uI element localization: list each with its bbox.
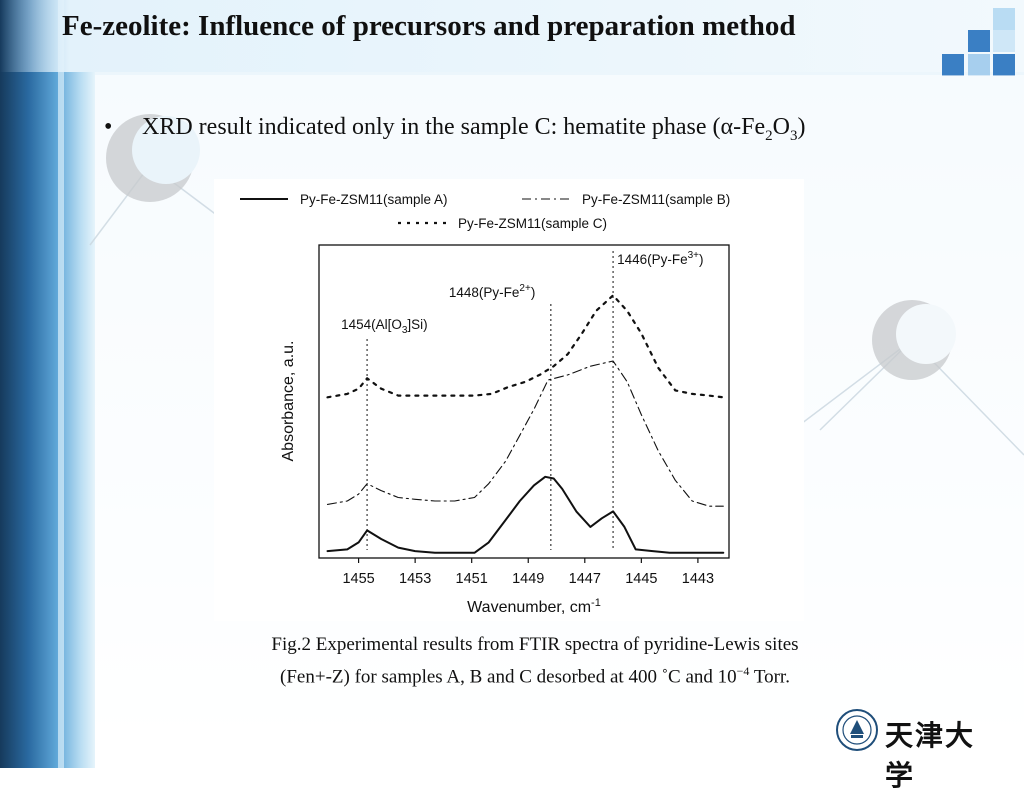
slide-title: Fe-zeolite: Influence of precursors and … <box>62 10 796 42</box>
annotation-lines <box>366 251 614 550</box>
tianjin-university-logo: 天津大学 <box>835 708 985 792</box>
university-seal-icon <box>836 709 878 751</box>
x-tick-label: 1455 <box>342 571 374 587</box>
bullet-text: XRD result indicated only in the sample … <box>142 114 766 140</box>
figure-caption: Fig.2 Experimental results from FTIR spe… <box>200 631 870 690</box>
legend-label: Py-Fe-ZSM11(sample B) <box>582 192 730 207</box>
series-line <box>326 360 724 507</box>
x-tick-label: 1447 <box>569 571 601 587</box>
chart-annotations: 1454(Al[O3]Si) 1448(Py-Fe2+) 1446(Py-Fe3+) <box>341 250 703 336</box>
x-tick-label: 1443 <box>682 571 714 587</box>
bullet-marker: • <box>104 114 113 140</box>
bullet-point: • XRD result indicated only in the sample… <box>104 114 805 145</box>
decor-square <box>942 54 964 76</box>
decor-square <box>993 8 1015 30</box>
peak-annotation: 1448(Py-Fe2+) <box>449 283 535 300</box>
left-decor-stripe <box>58 0 64 768</box>
bullet-text-close: ) <box>797 114 806 140</box>
x-axis-label: Wavenumber, cm-1 <box>467 597 601 616</box>
caption-line-2: (Fen+-Z) for samples A, B and C desorbed… <box>280 664 790 688</box>
peak-annotation: 1454(Al[O3]Si) <box>341 317 428 336</box>
ftir-chart: Py-Fe-ZSM11(sample A) Py-Fe-ZSM11(sample … <box>214 179 804 621</box>
series-line <box>326 475 725 554</box>
chart-legend: Py-Fe-ZSM11(sample A) Py-Fe-ZSM11(sample … <box>240 192 730 231</box>
x-tick-label: 1445 <box>625 571 657 587</box>
plot-frame <box>318 244 730 559</box>
university-name: 天津大学 <box>885 719 976 792</box>
x-tick-label: 1453 <box>399 571 431 587</box>
caption-line-1: Fig.2 Experimental results from FTIR spe… <box>271 634 799 655</box>
bullet-text-mid: O <box>772 114 790 140</box>
title-bar <box>0 0 1024 72</box>
chart-series <box>326 294 725 554</box>
peak-annotation: 1446(Py-Fe3+) <box>617 250 703 267</box>
series-line <box>326 294 725 399</box>
legend-label: Py-Fe-ZSM11(sample A) <box>300 192 448 207</box>
x-axis-ticks: 1455 1453 1451 1449 1447 1445 1443 <box>342 558 714 587</box>
bullet-subscript: 2 <box>765 127 773 144</box>
decor-square <box>993 30 1015 52</box>
decor-square <box>993 54 1015 76</box>
bullet-subscript: 3 <box>789 127 798 144</box>
x-tick-label: 1451 <box>456 571 488 587</box>
decor-square <box>968 54 990 76</box>
left-decor-band <box>0 0 95 768</box>
legend-label: Py-Fe-ZSM11(sample C) <box>458 216 607 231</box>
decor-square <box>968 30 990 52</box>
x-tick-label: 1449 <box>512 571 544 587</box>
ftir-chart-svg: Py-Fe-ZSM11(sample A) Py-Fe-ZSM11(sample … <box>240 192 730 616</box>
y-axis-label: Absorbance, a.u. <box>280 341 297 462</box>
